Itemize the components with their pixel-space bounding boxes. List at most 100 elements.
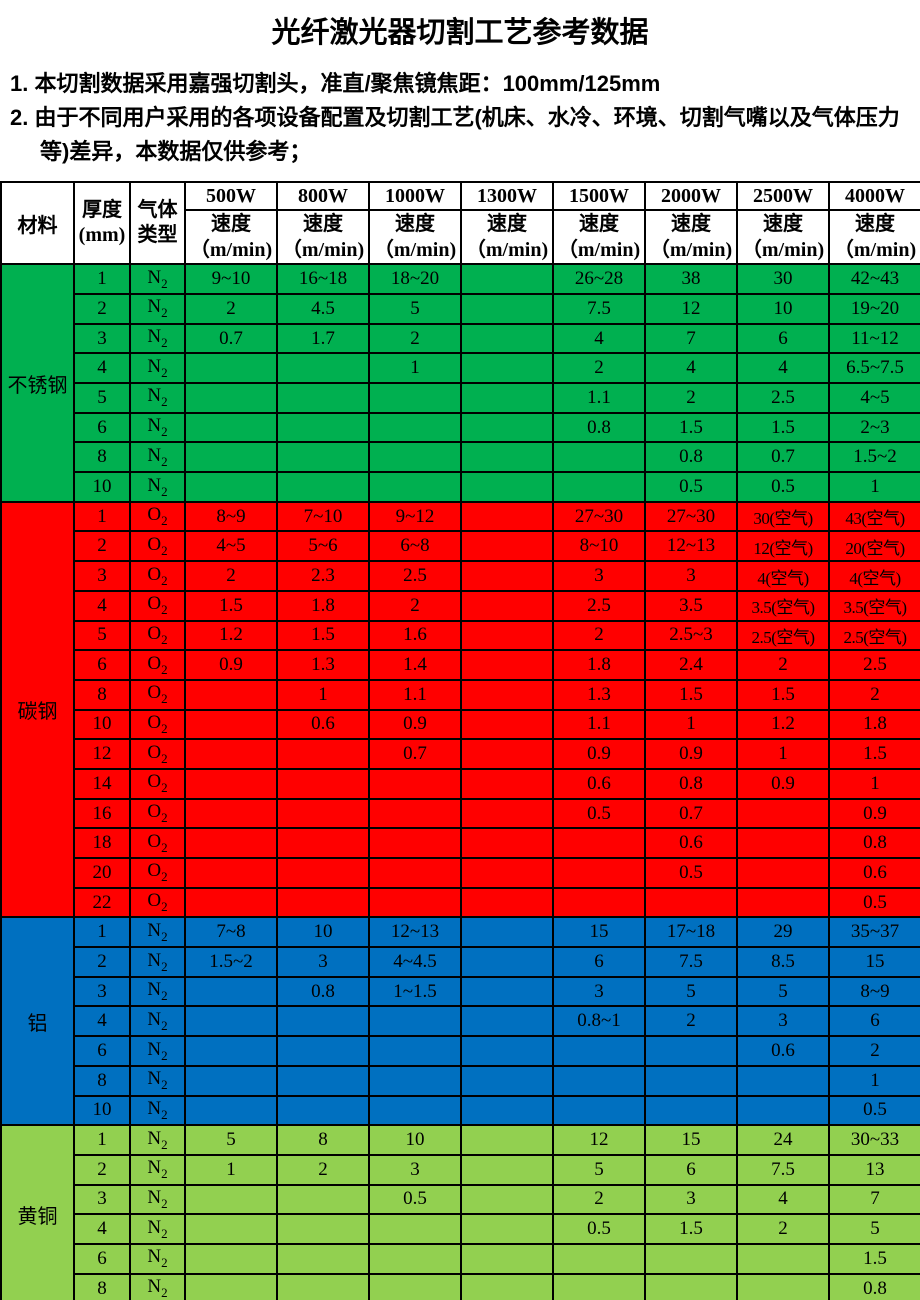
speed-cell — [460, 857, 554, 889]
speed-cell: 0.5 — [368, 1183, 462, 1216]
material-label: 黄铜 — [0, 1124, 75, 1300]
gas-symbol: N — [147, 355, 162, 377]
gas-symbol: N — [147, 1008, 162, 1030]
speed-cell: 6~8 — [368, 530, 462, 563]
gas-type-cell: N2 — [129, 946, 186, 978]
speed-cell: 2 — [828, 1035, 920, 1067]
header-power-1500w: 1500W — [552, 181, 646, 212]
gas-symbol: O — [147, 504, 162, 526]
header-material: 材料 — [0, 181, 75, 266]
header-speed-2000w: 速度 （m/min) — [644, 209, 738, 266]
gas-subscript: 2 — [161, 988, 168, 1004]
gas-type-cell: N2 — [129, 441, 186, 474]
gas-type-cell: O2 — [129, 857, 186, 889]
speed-cell: 1.5 — [828, 1242, 920, 1275]
gas-type-cell: N2 — [129, 1183, 186, 1216]
gas-type-cell: N2 — [129, 322, 186, 355]
speed-cell — [368, 411, 462, 444]
thickness-cell: 8 — [73, 678, 131, 711]
speed-cell: 1~1.5 — [368, 975, 462, 1008]
speed-cell — [184, 411, 278, 444]
speed-cell: 0.8 — [644, 767, 738, 800]
speed-cell — [460, 678, 554, 711]
table-row: 不锈钢 1 N2 9~10 16~18 18~20 26~28 38 30 42~43 — [0, 263, 920, 503]
gas-subscript: 2 — [161, 1047, 168, 1063]
speed-cell — [184, 441, 278, 474]
gas-symbol: O — [147, 593, 162, 615]
gas-symbol: N — [147, 1068, 162, 1090]
speed-cell: 0.6 — [552, 767, 646, 800]
speed-cell: 3.5 — [644, 589, 738, 622]
page-title: 光纤激光器切割工艺参考数据 — [271, 17, 649, 49]
speed-cell: 3 — [368, 1153, 462, 1186]
speed-cell — [184, 471, 278, 503]
gas-subscript: 2 — [161, 1106, 168, 1122]
speed-cell — [184, 708, 278, 741]
speed-cell: 6.5~7.5 — [828, 352, 920, 385]
speed-cell: 6 — [736, 322, 830, 355]
speed-cell — [736, 1094, 830, 1127]
thickness-cell: 1 — [73, 500, 131, 533]
speed-cell — [552, 441, 646, 474]
speed-cell — [460, 292, 554, 325]
thickness-cell: 6 — [73, 649, 131, 681]
speed-cell: 1.5 — [644, 1213, 738, 1245]
speed-cell — [276, 738, 370, 770]
header-power-500w: 500W — [184, 181, 278, 212]
speed-cell: 1.5 — [644, 678, 738, 711]
gas-type-cell: N2 — [129, 411, 186, 444]
note-1: 1. 本切割数据采用嘉强切割头，准直/聚焦镜焦距：100mm/125mm — [10, 71, 661, 96]
gas-type-cell: N2 — [129, 263, 186, 295]
speed-cell: 1.7 — [276, 322, 370, 355]
speed-cell: 1.2 — [736, 708, 830, 741]
header-thickness-line1: 厚度 — [82, 199, 122, 222]
speed-cell: 3.5(空气) — [736, 589, 830, 622]
speed-cell: 5 — [736, 975, 830, 1008]
gas-symbol: O — [147, 890, 162, 912]
speed-cell: 0.8 — [552, 411, 646, 444]
table-row: 10 N2 0.5 0.5 1 — [1, 471, 920, 503]
thickness-cell: 12 — [73, 738, 131, 770]
gas-type-cell: N2 — [129, 1213, 186, 1245]
gas-symbol: N — [147, 385, 162, 407]
gas-symbol: O — [147, 741, 162, 763]
table-row: 8 N2 1 — [1, 1064, 920, 1097]
speed-cell — [368, 857, 462, 889]
gas-symbol: O — [147, 860, 162, 882]
speed-cell: 5 — [552, 1153, 646, 1186]
thickness-cell: 6 — [73, 1242, 131, 1275]
speed-cell: 8~9 — [828, 975, 920, 1008]
speed-cell: 2.3 — [276, 560, 370, 592]
speed-cell: 0.6 — [736, 1035, 830, 1067]
material-label: 碳钢 — [0, 500, 75, 919]
speed-cell: 6 — [828, 1005, 920, 1038]
speed-cell: 26~28 — [552, 263, 646, 295]
speed-cell — [552, 827, 646, 860]
speed-cell — [460, 975, 554, 1008]
table-row: 2 N2 2 4.5 5 7.5 12 10 19~20 — [1, 292, 920, 325]
speed-cell — [368, 1035, 462, 1067]
gas-symbol: N — [147, 444, 162, 466]
speed-cell — [184, 975, 278, 1008]
gas-subscript: 2 — [161, 364, 168, 380]
gas-symbol: N — [147, 326, 162, 348]
speed-cell — [460, 946, 554, 978]
speed-cell — [184, 1242, 278, 1275]
speed-cell — [644, 1094, 738, 1127]
gas-type-cell: O2 — [129, 560, 186, 592]
table-row: 6 N2 0.6 2 — [1, 1035, 920, 1067]
table-row: 18 O2 0.6 0.8 — [1, 827, 920, 860]
table-row: 22 O2 0.5 — [1, 886, 920, 919]
thickness-cell: 2 — [73, 1153, 131, 1186]
thickness-cell: 10 — [73, 708, 131, 741]
speed-cell — [368, 1242, 462, 1275]
speed-cell: 1 — [828, 471, 920, 503]
header-power-1300w: 1300W — [460, 181, 554, 212]
speed-cell: 0.8 — [828, 1272, 920, 1300]
speed-cell: 1.6 — [368, 619, 462, 652]
speed-cell — [184, 1272, 278, 1300]
speed-cell: 38 — [644, 263, 738, 295]
speed-cell: 0.7 — [368, 738, 462, 770]
speed-cell: 12~13 — [368, 916, 462, 949]
